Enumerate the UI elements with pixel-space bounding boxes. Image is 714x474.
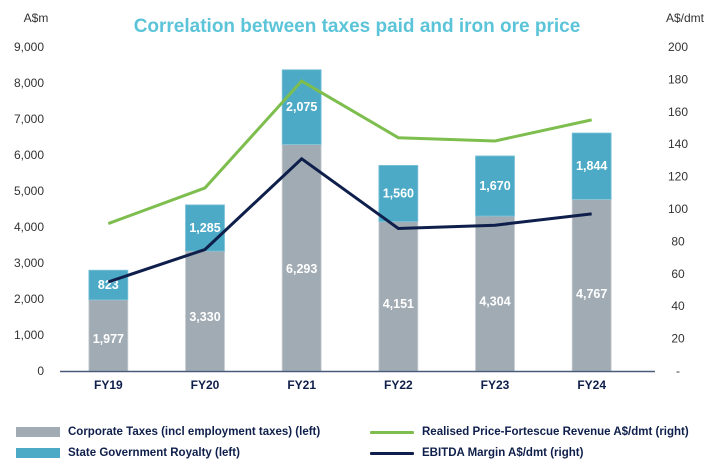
right-axis-tick-label: 180: [668, 72, 688, 86]
legend-label: Corporate Taxes (incl employment taxes) …: [68, 426, 321, 438]
bar-state-royalty-label: 1,560: [383, 186, 414, 200]
legend-item-ebitda-margin: EBITDA Margin A$/dmt (right): [370, 447, 583, 459]
right-axis-tick-label: 120: [668, 170, 688, 184]
legend-swatch-state-royalty: [16, 448, 60, 458]
bar-state-royalty: [88, 269, 129, 301]
bar-corporate-taxes: [185, 250, 225, 372]
category-label: FY24: [577, 378, 606, 392]
bars: 1,9778233,3301,2856,2932,0754,1511,5604,…: [88, 69, 612, 372]
left-axis-tick-label: 6,000: [14, 148, 44, 162]
right-axis-tick-label: 160: [668, 105, 688, 119]
left-axis-ticks: 0 1,000 2,000 3,000 4,000 5,000 6,000 7,000 8,00…: [14, 40, 44, 378]
left-axis-tick-label: 2,000: [14, 292, 44, 306]
right-axis-tick-label: 100: [668, 202, 688, 216]
right-axis-tick-label: -: [676, 364, 680, 378]
bar-corporate-taxes: [281, 144, 322, 372]
right-axis-tick-label: 20: [671, 332, 685, 346]
right-axis-tick-label: 60: [671, 267, 685, 281]
category-label: FY20: [191, 378, 220, 392]
line-realised-price: [107, 79, 592, 225]
bar-state-royalty-label: 1,670: [479, 179, 510, 193]
category-labels: FY19 FY20 FY21 FY22 FY23 FY24: [94, 378, 606, 392]
legend-swatch-ebitda-margin: [370, 451, 414, 455]
bar-state-royalty: [571, 132, 612, 200]
legend-label: EBITDA Margin A$/dmt (right): [422, 447, 584, 459]
left-axis-tick-label: 7,000: [14, 112, 44, 126]
bar-state-royalty-label: 1,285: [189, 221, 220, 235]
bar-state-royalty: [185, 204, 225, 252]
category-label: FY22: [384, 378, 413, 392]
left-axis-unit-label: A$m: [24, 11, 49, 25]
lines: [107, 79, 592, 284]
legend-label: Realised Price-Fortescue Revenue A$/dmt …: [422, 426, 689, 438]
legend-label: State Government Royalty (left): [68, 447, 240, 459]
right-axis-ticks: - 20 40 60 80 100 120 140 160 180 200: [668, 40, 688, 378]
left-axis-tick-label: 3,000: [14, 256, 44, 270]
bar-corporate-taxes: [88, 299, 129, 372]
bar-state-royalty: [475, 155, 515, 217]
legend: Corporate Taxes (incl employment taxes) …: [0, 420, 714, 474]
left-axis-tick-label: 0: [37, 364, 44, 378]
legend-swatch-corporate-taxes: [16, 427, 60, 437]
right-axis-tick-label: 80: [671, 234, 685, 248]
chart-title: Correlation between taxes paid and iron …: [134, 16, 581, 37]
legend-item-state-royalty: State Government Royalty (left): [16, 447, 240, 459]
bar-state-royalty-label: 1,844: [576, 159, 607, 173]
legend-swatch-realised-price: [370, 430, 414, 434]
category-label: FY23: [481, 378, 510, 392]
bar-state-royalty-label: 2,075: [286, 100, 317, 114]
bar-corporate-taxes: [571, 198, 612, 372]
category-label: FY21: [287, 378, 316, 392]
line-ebitda-margin: [107, 156, 592, 284]
bar-corporate-taxes-label: 4,304: [479, 294, 510, 308]
bar-corporate-taxes: [378, 221, 419, 372]
bar-corporate-taxes-label: 1,977: [93, 332, 124, 346]
left-axis-tick-label: 1,000: [14, 328, 44, 342]
right-axis-tick-label: 200: [668, 40, 688, 54]
category-label: FY19: [94, 378, 123, 392]
right-axis-tick-label: 40: [671, 299, 685, 313]
left-axis-tick-label: 9,000: [14, 40, 44, 54]
chart: Correlation between taxes paid and iron …: [14, 11, 705, 392]
bar-corporate-taxes-label: 3,330: [189, 310, 220, 324]
bar-corporate-taxes-label: 4,151: [383, 297, 414, 311]
bar-corporate-taxes-label: 4,767: [576, 287, 607, 301]
left-axis-tick-label: 8,000: [14, 76, 44, 90]
bar-corporate-taxes: [475, 215, 515, 372]
legend-item-corporate-taxes: Corporate Taxes (incl employment taxes) …: [16, 426, 320, 438]
bar-state-royalty: [378, 165, 419, 222]
left-axis-tick-label: 5,000: [14, 184, 44, 198]
left-axis-tick-label: 4,000: [14, 220, 44, 234]
bar-corporate-taxes-label: 6,293: [286, 262, 317, 276]
right-axis-tick-label: 140: [668, 137, 688, 151]
legend-item-realised-price: Realised Price-Fortescue Revenue A$/dmt …: [370, 426, 689, 438]
right-axis-unit-label: A$/dmt: [666, 11, 705, 25]
